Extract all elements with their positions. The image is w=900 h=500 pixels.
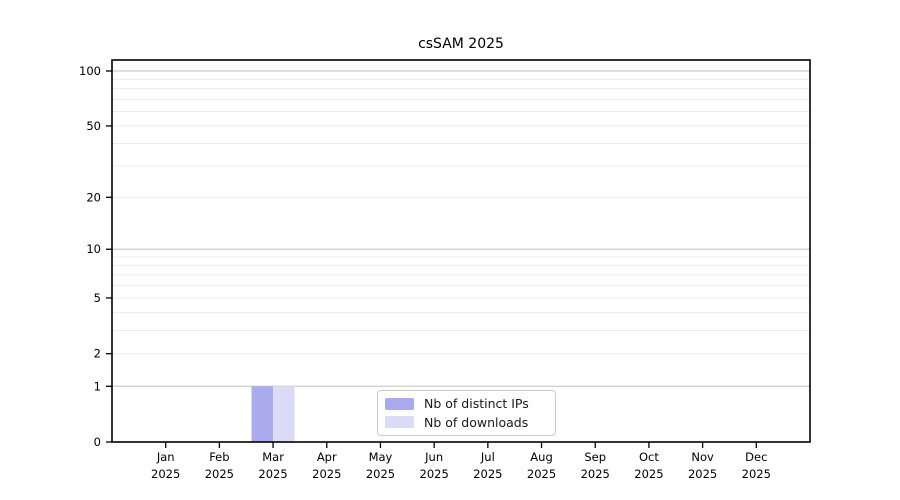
- x-tick-label-month: Sep: [584, 450, 606, 464]
- legend: Nb of distinct IPs Nb of downloads: [377, 390, 556, 436]
- x-tick-label-year: 2025: [205, 467, 234, 481]
- legend-label-downloads: Nb of downloads: [424, 414, 529, 430]
- x-tick-label-month: Mar: [262, 450, 284, 464]
- y-tick-label: 1: [94, 379, 101, 393]
- x-tick-label-year: 2025: [151, 467, 180, 481]
- y-tick-label: 10: [86, 242, 101, 256]
- bar-nb-of-downloads-mar: [273, 386, 295, 442]
- legend-label-distinct-ips: Nb of distinct IPs: [424, 396, 529, 412]
- x-tick-label-month: Oct: [639, 450, 659, 464]
- x-tick-label-year: 2025: [581, 467, 610, 481]
- x-tick-label-month: Nov: [691, 450, 714, 464]
- x-tick-label-month: Jan: [156, 450, 175, 464]
- y-tick-label: 5: [94, 291, 101, 305]
- x-tick-label-year: 2025: [527, 467, 556, 481]
- legend-swatch-distinct-ips: [385, 397, 414, 410]
- x-tick-label-month: Apr: [317, 450, 337, 464]
- axes-spines: [111, 59, 811, 443]
- y-tick-label: 2: [94, 347, 101, 361]
- x-tick-label-month: Jun: [424, 450, 443, 464]
- x-tick-label-year: 2025: [473, 467, 502, 481]
- bar-nb-of-distinct-ips-mar: [251, 386, 274, 442]
- x-tick-label-year: 2025: [742, 467, 771, 481]
- x-tick-label-year: 2025: [258, 467, 287, 481]
- x-tick-label-year: 2025: [312, 467, 341, 481]
- x-tick-label-month: May: [369, 450, 393, 464]
- x-tick-label-month: Feb: [209, 450, 229, 464]
- x-tick-label-year: 2025: [634, 467, 663, 481]
- x-tick-label-month: Dec: [745, 450, 767, 464]
- x-tick-label-year: 2025: [420, 467, 449, 481]
- y-tick-label: 50: [86, 119, 101, 133]
- x-tick-label-year: 2025: [366, 467, 395, 481]
- x-tick-label-year: 2025: [688, 467, 717, 481]
- chart-title: csSAM 2025: [418, 36, 504, 52]
- y-tick-label: 100: [79, 64, 101, 78]
- legend-item-downloads: Nb of downloads: [385, 415, 547, 430]
- legend-item-distinct-ips: Nb of distinct IPs: [385, 396, 547, 411]
- legend-swatch-downloads: [385, 416, 414, 429]
- x-tick-label-month: Aug: [530, 450, 552, 464]
- y-tick-label: 20: [86, 190, 101, 204]
- y-tick-label: 0: [94, 435, 101, 449]
- x-tick-label-month: Jul: [480, 450, 495, 464]
